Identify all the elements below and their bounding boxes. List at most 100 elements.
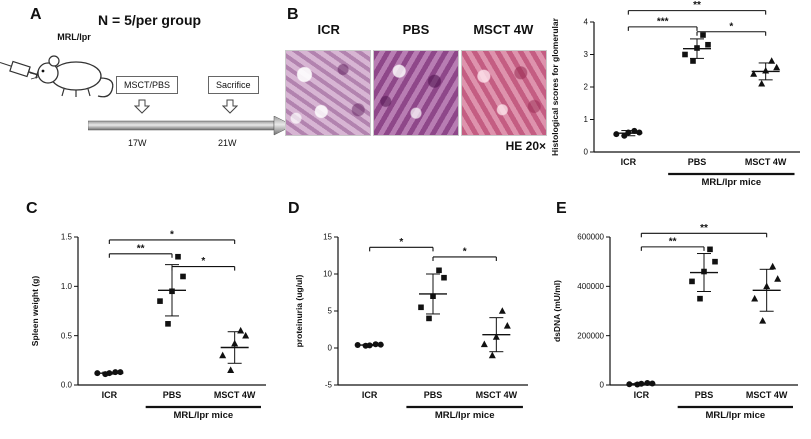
data-point — [441, 274, 447, 281]
y-tick-label: 0.0 — [61, 381, 73, 390]
data-point — [751, 294, 759, 302]
y-tick-label: 15 — [323, 233, 332, 242]
stain-label: HE 20× — [505, 139, 546, 153]
sig-stars: * — [399, 237, 403, 248]
y-tick-label: 5 — [328, 307, 333, 316]
histology-column-headers: ICR PBS MSCT 4W — [285, 22, 547, 37]
data-point — [759, 317, 767, 324]
histology-image-msct — [461, 50, 547, 136]
x-category-label: ICR — [634, 390, 650, 400]
y-tick-label: 3 — [584, 50, 589, 59]
mouse-strain-label: MRL/lpr — [57, 32, 91, 42]
data-point — [488, 351, 496, 359]
data-point — [768, 57, 776, 64]
data-point — [180, 273, 186, 280]
data-point — [165, 321, 171, 327]
sig-stars: * — [729, 21, 733, 32]
x-category-label: PBS — [695, 390, 714, 400]
data-point — [436, 267, 442, 274]
y-tick-label: 0 — [584, 148, 589, 157]
data-point — [175, 253, 181, 260]
chart-dsdna: 0 200000 400000 600000 dsDNA (mU/ml) ** ** ICR P… — [552, 223, 798, 421]
histology-header-msct: MSCT 4W — [473, 22, 534, 37]
y-tick-label: 1 — [584, 115, 589, 124]
y-tick-label: 10 — [323, 270, 332, 279]
data-point — [712, 258, 718, 265]
data-point — [117, 369, 124, 376]
sig-stars: * — [201, 256, 205, 267]
data-point — [418, 304, 424, 311]
sig-stars: * — [170, 229, 174, 240]
sig-stars: ** — [137, 243, 145, 254]
x-category-label: PBS — [688, 157, 707, 167]
histology-header-icr: ICR — [317, 22, 340, 37]
data-point — [774, 275, 782, 282]
mouse-tail — [97, 77, 114, 98]
down-arrow-icon — [134, 99, 150, 114]
y-tick-label: 400000 — [577, 282, 604, 291]
treatment-box: MSCT/PBS — [116, 76, 179, 94]
data-point — [697, 295, 703, 302]
data-point — [219, 351, 227, 359]
sig-stars: ** — [693, 0, 701, 11]
data-point — [498, 307, 506, 314]
y-tick-label: -5 — [325, 381, 333, 390]
sig-stars: *** — [657, 16, 669, 27]
data-point — [682, 51, 688, 58]
x-category-label: MSCT 4W — [746, 390, 788, 400]
data-point — [700, 32, 706, 38]
panel-c-label: C — [26, 200, 38, 217]
y-tick-label: 1.0 — [61, 282, 73, 291]
data-point — [503, 322, 511, 329]
timeline-arrow — [88, 116, 294, 136]
histology-images — [285, 50, 547, 136]
histology-image-icr — [285, 50, 371, 136]
y-axis-title: Histological scores for glomerular — [550, 17, 560, 156]
data-point — [705, 41, 711, 48]
sig-stars: ** — [669, 236, 677, 247]
group-label: MRL/lpr mice — [706, 410, 766, 421]
panel-e-label: E — [556, 200, 567, 217]
chart-histological-scores: 0 1 2 3 4 Histological scores for glomerular *… — [550, 0, 800, 188]
x-category-label: ICR — [362, 390, 378, 400]
y-tick-label: 0 — [328, 344, 333, 353]
data-point — [480, 340, 488, 348]
y-axis-title: Spleen weight (g) — [30, 276, 40, 347]
panel-a-label: A — [30, 6, 42, 23]
data-point — [689, 278, 695, 285]
y-axis-title: dsDNA (mU/ml) — [552, 280, 562, 342]
data-point — [242, 331, 250, 339]
down-arrow-icon — [222, 99, 238, 114]
y-tick-label: 2 — [584, 83, 589, 92]
x-category-label: PBS — [424, 390, 443, 400]
x-category-label: ICR — [621, 157, 637, 167]
group-label: MRL/lpr mice — [702, 177, 762, 188]
data-point — [707, 246, 713, 253]
data-point — [613, 131, 620, 138]
y-tick-label: 200000 — [577, 331, 604, 340]
y-tick-label: 4 — [584, 18, 589, 27]
sacrifice-box: Sacrifice — [208, 76, 259, 94]
chart-proteinuria: -5 0 5 10 15 proteinuria (ug/ul) * * ICR PBS MSCT … — [294, 233, 528, 421]
data-point — [237, 326, 245, 334]
y-axis-title: proteinuria (ug/ul) — [294, 274, 304, 347]
data-point — [758, 79, 766, 87]
y-tick-label: 600000 — [577, 233, 604, 242]
y-tick-label: 0 — [600, 381, 605, 390]
x-category-label: ICR — [102, 390, 118, 400]
timepoint-end: 21W — [218, 138, 237, 148]
sig-stars: * — [463, 246, 467, 257]
data-point — [227, 366, 235, 373]
panel-b-label: B — [287, 6, 299, 23]
sig-stars: ** — [700, 223, 708, 234]
data-point — [426, 315, 432, 322]
histology-image-pbs — [373, 50, 459, 136]
x-category-label: MSCT 4W — [745, 157, 787, 167]
group-label: MRL/lpr mice — [435, 410, 495, 421]
y-tick-label: 1.5 — [61, 233, 73, 242]
syringe-icon — [0, 60, 40, 79]
data-point — [750, 70, 758, 77]
x-category-label: MSCT 4W — [476, 390, 518, 400]
